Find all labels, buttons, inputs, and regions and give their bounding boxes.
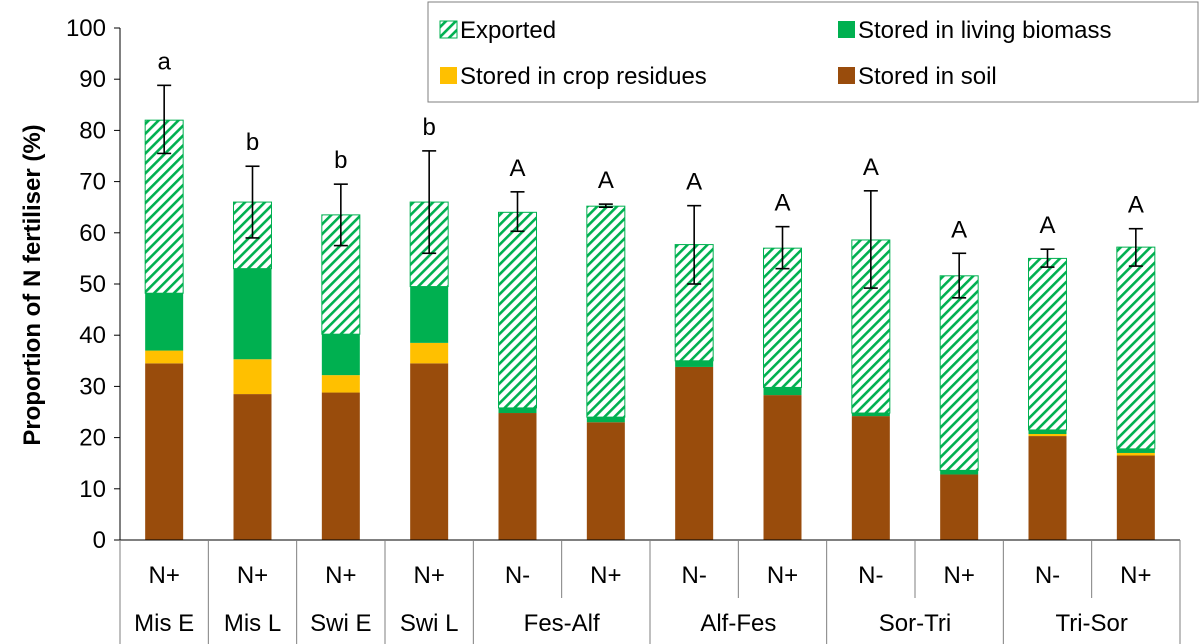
- y-tick-label: 70: [79, 169, 106, 196]
- y-tick-label: 50: [79, 271, 106, 298]
- x-tick-label: N-: [505, 562, 530, 589]
- x-tick-label: N+: [943, 562, 974, 589]
- x-tick-label: N+: [325, 562, 356, 589]
- legend-swatch: [838, 67, 855, 84]
- significance-label: b: [246, 129, 259, 156]
- bar-segment: [410, 363, 449, 540]
- significance-label: A: [951, 216, 967, 243]
- bar-segment: [763, 395, 802, 540]
- bar-segment: [498, 413, 537, 540]
- bar-segment: [233, 359, 272, 395]
- bar-segment: [321, 375, 360, 393]
- bar-segment: [763, 247, 802, 388]
- legend-label: Stored in living biomass: [858, 17, 1111, 44]
- bar-segment: [1028, 257, 1067, 431]
- legend-label: Stored in soil: [858, 63, 997, 90]
- bar-segment: [145, 293, 184, 351]
- y-tick-label: 60: [79, 220, 106, 247]
- group-label: Swi E: [310, 610, 371, 637]
- bar-segment: [940, 474, 979, 540]
- bar-segment: [233, 268, 272, 360]
- group-label: Fes-Alf: [524, 610, 600, 637]
- bar-segment: [1116, 452, 1155, 456]
- bar-segment: [851, 413, 890, 417]
- group-label: Mis L: [224, 610, 281, 637]
- legend-swatch: [838, 21, 855, 38]
- x-tick-label: N+: [413, 562, 444, 589]
- group-label: Sor-Tri: [879, 610, 951, 637]
- bar-segment: [145, 350, 184, 364]
- bar-segment: [675, 366, 714, 540]
- bar-segment: [410, 342, 449, 364]
- x-tick-label: N+: [1120, 562, 1151, 589]
- y-tick-label: 100: [66, 15, 106, 42]
- y-tick-label: 30: [79, 373, 106, 400]
- legend: Exported Stored in living biomass Stored i…: [427, 1, 1199, 103]
- bar-segment: [851, 416, 890, 540]
- x-tick-label: N+: [148, 562, 179, 589]
- bar-segment: [410, 286, 449, 343]
- x-tick-label: N-: [682, 562, 707, 589]
- bars: [144, 119, 1156, 540]
- bar-segment: [233, 394, 272, 540]
- bar-segment: [586, 205, 626, 418]
- legend-label: Stored in crop residues: [460, 63, 707, 90]
- y-tick-label: 80: [79, 117, 106, 144]
- legend-swatch: [439, 20, 458, 39]
- bar-segment: [763, 387, 802, 396]
- error-bars: [157, 84, 1143, 299]
- significance-label: b: [334, 147, 347, 174]
- significance-label: a: [157, 48, 171, 75]
- bar-segment: [1028, 436, 1067, 540]
- significance-label: A: [1128, 192, 1144, 219]
- x-tick-label: N+: [767, 562, 798, 589]
- bar-segment: [321, 392, 360, 540]
- significance-label: A: [1039, 212, 1055, 239]
- y-axis: 0 10 20 30 40 50 60 70 80 90 100: [66, 15, 121, 554]
- bar-segment: [145, 363, 184, 540]
- group-label: Mis E: [134, 610, 194, 637]
- bar-segment: [939, 275, 979, 471]
- y-tick-label: 40: [79, 322, 106, 349]
- bar-segment: [498, 211, 537, 409]
- significance-label: b: [422, 114, 435, 141]
- legend-swatch: [440, 67, 457, 84]
- x-tick-label: N-: [858, 562, 883, 589]
- bar-segment: [1028, 434, 1067, 437]
- group-label: Swi L: [400, 610, 459, 637]
- legend-box: [427, 1, 1199, 103]
- group-label: Tri-Sor: [1055, 610, 1127, 637]
- x-axis: N+ N+ N+ N+ N- N+ N- N+ N- N+ N- N+ Mis E Mis L Swi E S…: [119, 539, 1181, 644]
- bar-segment: [586, 422, 625, 540]
- bar-segment: [1028, 429, 1067, 435]
- significance-label: A: [598, 167, 614, 194]
- bar-segment: [675, 360, 714, 367]
- legend-label: Exported: [460, 17, 556, 44]
- significance-label: A: [509, 155, 525, 182]
- bar-segment: [1116, 455, 1155, 540]
- significance-labels: a b b b A A A A A A A A: [157, 48, 1143, 243]
- y-axis-title: Proportion of N fertiliser (%): [19, 124, 46, 445]
- x-tick-label: N+: [237, 562, 268, 589]
- bar-segment: [586, 417, 625, 423]
- bar-segment: [1116, 246, 1156, 450]
- y-tick-label: 10: [79, 476, 106, 503]
- x-tick-label: N+: [590, 562, 621, 589]
- y-tick-label: 20: [79, 425, 106, 452]
- bar-segment: [498, 407, 537, 414]
- bar-segment: [940, 470, 979, 475]
- group-label: Alf-Fes: [700, 610, 776, 637]
- y-tick-label: 90: [79, 66, 106, 93]
- bar-segment: [321, 334, 360, 376]
- significance-label: A: [863, 154, 879, 181]
- x-tick-label: N-: [1035, 562, 1060, 589]
- significance-label: A: [686, 169, 702, 196]
- bar-segment: [1116, 448, 1155, 453]
- significance-label: A: [774, 190, 790, 217]
- y-tick-label: 0: [93, 527, 106, 554]
